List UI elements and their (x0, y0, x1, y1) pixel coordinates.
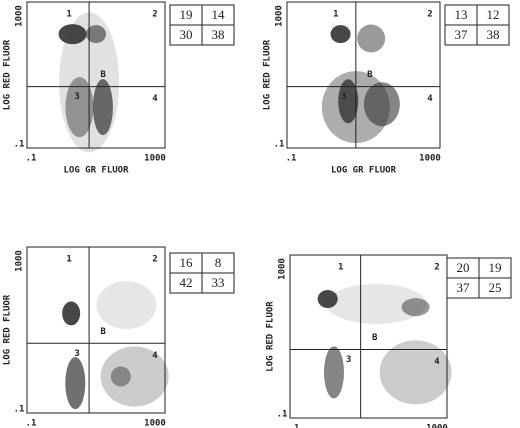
table-cell (478, 277, 512, 299)
quadrant-label: 3 (74, 92, 79, 102)
quadrant-label: 3 (346, 355, 351, 365)
quadrant-label: 2 (434, 263, 439, 273)
x-tick-label: 1000 (426, 424, 448, 428)
x-axis-label: LOG GR FLUOR (63, 166, 129, 176)
gate-label: B (372, 333, 378, 343)
table-value: 42 (180, 275, 193, 290)
x-tick-label: 1000 (144, 419, 166, 428)
panel: 1 2 3 4 B .1 1000 LOG GR FLUOR .1 1000 LOG RED FLU… (3, 1, 235, 176)
table-cell (201, 24, 235, 46)
plot-frame (289, 254, 448, 419)
density-cloud (62, 301, 81, 326)
gate-label: B (100, 327, 106, 337)
y-axis-label: LOG RED FLUOR (266, 301, 276, 372)
y-tick-label: .1 (274, 140, 285, 150)
table-value: 19 (489, 260, 502, 275)
plot-frame (26, 1, 166, 149)
table-cell (201, 272, 235, 294)
quadrant-label: 1 (66, 255, 71, 265)
y-tick-label: 1000 (278, 258, 288, 280)
x-tick-label: .1 (286, 154, 297, 164)
x-tick-label: 1000 (144, 154, 166, 164)
quadrant-label: 1 (333, 10, 338, 20)
density-cloud (401, 298, 430, 317)
x-axis-label: LOG GR FLUOR (331, 166, 397, 176)
x-tick-label: .1 (289, 424, 300, 428)
x-tick-label: .1 (26, 419, 37, 428)
y-tick-label: 1000 (15, 5, 25, 27)
table-value: 37 (457, 280, 471, 295)
density-cloud (58, 24, 87, 45)
y-tick-label: .1 (14, 405, 25, 415)
quadrant-label: 4 (152, 94, 158, 104)
density-cloud (379, 340, 452, 405)
table-value: 38 (212, 27, 225, 42)
y-axis-label: LOG RED FLUOR (3, 39, 13, 110)
y-tick-label: .1 (277, 410, 288, 420)
table-value: 13 (455, 7, 468, 22)
density-cloud (100, 346, 169, 407)
y-tick-label: 1000 (15, 250, 25, 272)
table-cell (476, 24, 510, 46)
quadrant-label: 4 (427, 94, 433, 104)
y-axis-label: LOG RED FLUOR (3, 294, 13, 365)
table-value: 30 (180, 27, 193, 42)
density-cloud (65, 77, 94, 138)
plot-frame (286, 1, 441, 149)
density-cloud (110, 366, 131, 387)
quadrant-label: 4 (434, 357, 440, 367)
gate-label: B (367, 70, 373, 80)
table-value: 16 (180, 255, 194, 270)
table-value: 37 (455, 27, 469, 42)
quadrant-label: 1 (66, 10, 71, 20)
density-cloud (363, 82, 400, 127)
quadrant-label: 2 (427, 10, 432, 20)
plot-frame (26, 246, 166, 414)
table-value: 20 (457, 260, 470, 275)
quadrant-label: 4 (152, 351, 158, 361)
table-value: 12 (487, 7, 500, 22)
density-cloud (65, 357, 86, 410)
y-tick-label: .1 (14, 140, 25, 150)
density-cloud (326, 283, 427, 324)
density-cloud (317, 290, 338, 309)
quadrant-label: 2 (152, 255, 157, 265)
x-tick-label: .1 (26, 154, 37, 164)
density-cloud (96, 281, 157, 330)
density-cloud (92, 79, 113, 136)
table-value: 25 (489, 280, 502, 295)
gate-label: B (100, 70, 106, 80)
density-cloud (86, 25, 106, 44)
y-tick-label: 1000 (275, 5, 285, 27)
table-value: 8 (215, 255, 222, 270)
x-tick-label: 1000 (419, 154, 441, 164)
table-value: 14 (212, 7, 226, 22)
table-value: 33 (212, 275, 225, 290)
quadrant-label: 2 (152, 10, 157, 20)
density-cloud (357, 24, 386, 53)
y-axis-label: LOG RED FLUOR (263, 39, 273, 110)
density-cloud (323, 346, 344, 399)
quadrant-label: 1 (338, 263, 343, 273)
quadrant-label: 3 (341, 92, 346, 102)
quadrant-label: 3 (74, 349, 79, 359)
density-cloud (330, 25, 351, 44)
table-value: 38 (487, 27, 500, 42)
table-value: 19 (180, 7, 193, 22)
density-cloud (338, 79, 359, 124)
